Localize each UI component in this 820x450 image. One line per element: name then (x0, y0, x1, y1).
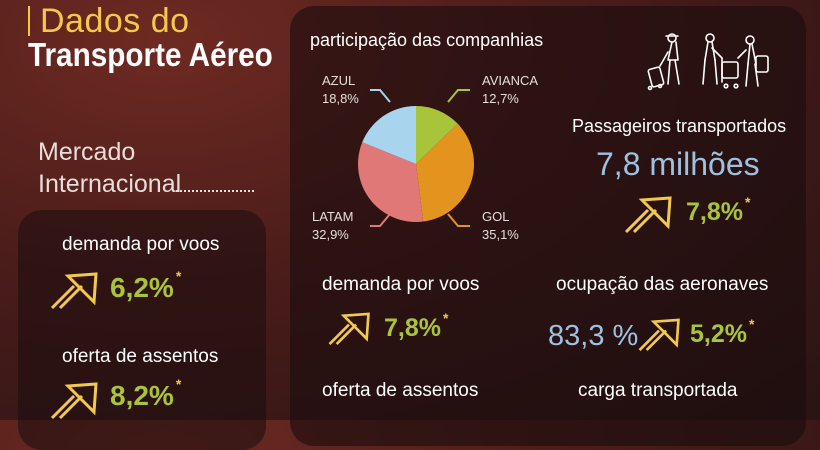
connector-latam (370, 213, 391, 227)
dom-demanda-value: 7,8% * (384, 310, 448, 343)
intl-oferta-value-text: 8,2% (110, 380, 174, 411)
passageiros-amount: 7,8 milhões (596, 146, 760, 182)
ocupacao-label: ocupação das aeronaves (556, 274, 769, 295)
pie-label-azul: AZUL 18,8% (322, 72, 359, 108)
intl-oferta-value: 8,2% * (110, 376, 181, 412)
pie-label-latam-name: LATAM (312, 209, 354, 224)
pie-label-gol-name: GOL (482, 209, 510, 224)
pie-label-avianca-name: AVIANCA (482, 73, 539, 88)
pie-label-avianca-value: 12,7% (482, 91, 519, 106)
section-title-line2: Internacional (38, 170, 182, 198)
intl-demanda-value: 6,2% * (110, 268, 181, 304)
carga-label: carga transportada (578, 380, 738, 401)
connector-gol (447, 213, 470, 227)
up-right-arrow-icon (328, 312, 370, 345)
dom-demanda-label: demanda por voos (322, 274, 480, 295)
pie-chart-title: participação das companhias (310, 30, 544, 50)
intl-demanda-asterisk: * (175, 268, 182, 284)
ocupacao-asterisk: * (748, 316, 755, 332)
passageiros-asterisk: * (744, 194, 751, 210)
page-title-line1: Dados do (40, 2, 190, 40)
up-right-arrow-icon (624, 196, 672, 234)
intl-demanda-value-text: 6,2% (110, 272, 174, 303)
intl-oferta-label: oferta de assentos (62, 346, 219, 367)
airline-share-pie-chart (358, 106, 474, 222)
dotted-divider (176, 182, 254, 192)
pie-slice-latam (358, 142, 424, 222)
dom-demanda-value-text: 7,8% (384, 314, 441, 342)
ocupacao-value: 5,2% * (690, 316, 754, 349)
intl-oferta-asterisk: * (175, 376, 182, 392)
up-right-arrow-icon (50, 382, 98, 420)
pie-label-avianca: AVIANCA 12,7% (482, 72, 538, 108)
ocupacao-amount: 83,3 % (548, 320, 639, 352)
pie-slice-azul (362, 106, 416, 164)
up-right-arrow-icon (638, 318, 680, 351)
section-title-line1: Mercado (38, 138, 136, 166)
passageiros-label: Passageiros transportados (572, 116, 787, 136)
passageiros-value-text: 7,8% (686, 198, 743, 226)
pie-label-latam-value: 32,9% (312, 227, 349, 242)
connector-avianca (447, 89, 470, 103)
intl-demanda-label: demanda por voos (62, 234, 220, 255)
connector-azul (370, 89, 391, 103)
passageiros-value: 7,8% * (686, 194, 750, 227)
pie-slice-avianca (416, 106, 458, 164)
title-accent-bar (28, 6, 30, 36)
up-right-arrow-icon (50, 272, 98, 310)
pie-slice-gol (416, 123, 474, 222)
pie-label-latam: LATAM 32,9% (312, 208, 353, 244)
pie-label-azul-value: 18,8% (322, 91, 359, 106)
pie-label-gol-value: 35,1% (482, 227, 519, 242)
dom-demanda-asterisk: * (442, 310, 449, 326)
dom-oferta-label: oferta de assentos (322, 380, 479, 401)
pie-connectors (370, 89, 470, 227)
pie-label-azul-name: AZUL (322, 73, 356, 88)
page-title-line2: Transporte Aéreo (28, 36, 273, 73)
ocupacao-value-text: 5,2% (690, 320, 747, 348)
travelers-icon (647, 33, 769, 91)
pie-label-gol: GOL 35,1% (482, 208, 519, 244)
